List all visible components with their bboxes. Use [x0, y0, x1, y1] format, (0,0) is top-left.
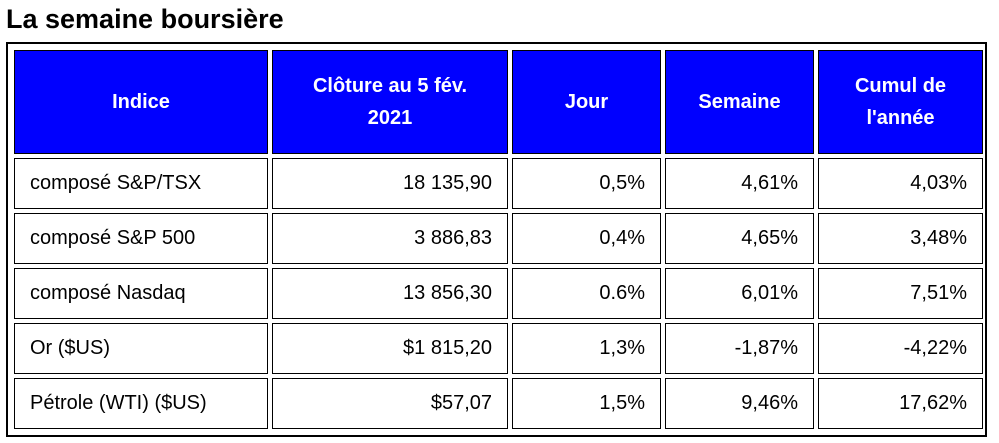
header-row: Indice Clôture au 5 fév. 2021 Jour Semai… [14, 50, 983, 154]
cell-semaine: 9,46% [665, 378, 814, 429]
cell-jour: 0,4% [512, 213, 661, 264]
table-row: composé S&P 500 3 886,83 0,4% 4,65% 3,48… [14, 213, 983, 264]
market-table-frame: Indice Clôture au 5 fév. 2021 Jour Semai… [6, 42, 987, 437]
table-row: Pétrole (WTI) ($US) $57,07 1,5% 9,46% 17… [14, 378, 983, 429]
cell-cumul: 3,48% [818, 213, 983, 264]
cell-indice: composé S&P/TSX [14, 158, 268, 209]
cell-indice: composé Nasdaq [14, 268, 268, 319]
cell-jour: 0.6% [512, 268, 661, 319]
page-title: La semaine boursière [6, 4, 284, 34]
column-header-cumul: Cumul de l'année [818, 50, 983, 154]
cell-cloture: 3 886,83 [272, 213, 508, 264]
column-header-indice: Indice [14, 50, 268, 154]
cell-cloture: $1 815,20 [272, 323, 508, 374]
cell-cumul: 4,03% [818, 158, 983, 209]
table-row: composé Nasdaq 13 856,30 0.6% 6,01% 7,51… [14, 268, 983, 319]
cell-jour: 1,5% [512, 378, 661, 429]
table-row: Or ($US) $1 815,20 1,3% -1,87% -4,22% [14, 323, 983, 374]
cell-semaine: 4,65% [665, 213, 814, 264]
cell-cloture: 13 856,30 [272, 268, 508, 319]
cell-jour: 1,3% [512, 323, 661, 374]
cell-semaine: -1,87% [665, 323, 814, 374]
cell-indice: Or ($US) [14, 323, 268, 374]
column-header-semaine: Semaine [665, 50, 814, 154]
column-header-jour: Jour [512, 50, 661, 154]
cell-cumul: 17,62% [818, 378, 983, 429]
cell-cloture: 18 135,90 [272, 158, 508, 209]
cell-indice: Pétrole (WTI) ($US) [14, 378, 268, 429]
market-table: Indice Clôture au 5 fév. 2021 Jour Semai… [10, 46, 987, 433]
cell-cumul: -4,22% [818, 323, 983, 374]
cell-semaine: 6,01% [665, 268, 814, 319]
cell-indice: composé S&P 500 [14, 213, 268, 264]
cell-semaine: 4,61% [665, 158, 814, 209]
cell-cumul: 7,51% [818, 268, 983, 319]
cell-jour: 0,5% [512, 158, 661, 209]
cell-cloture: $57,07 [272, 378, 508, 429]
table-row: composé S&P/TSX 18 135,90 0,5% 4,61% 4,0… [14, 158, 983, 209]
column-header-cloture: Clôture au 5 fév. 2021 [272, 50, 508, 154]
